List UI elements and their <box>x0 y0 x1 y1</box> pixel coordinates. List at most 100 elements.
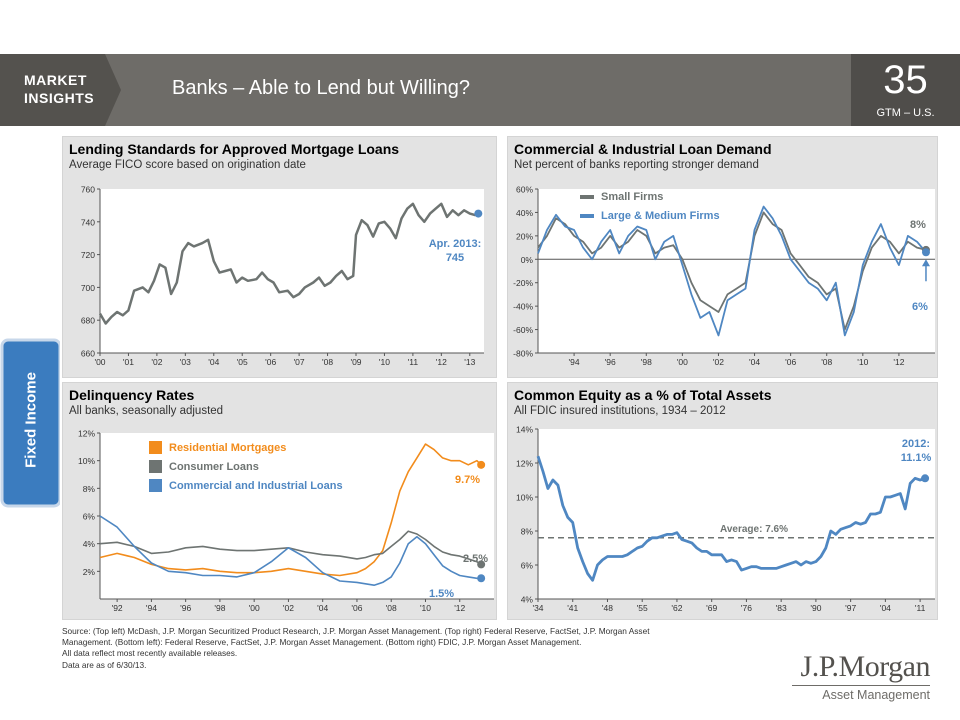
x-tick-label: '12 <box>454 603 465 613</box>
x-tick-label: '11 <box>915 603 926 613</box>
x-tick-label: '48 <box>602 603 613 613</box>
footnote-line: Management. (Bottom left): Federal Reser… <box>62 637 582 648</box>
annotation-small-firms: 8% <box>910 219 926 231</box>
annotation-large-firms: 6% <box>912 301 928 313</box>
logo-name: J.P.Morgan <box>800 650 931 683</box>
legend-item-residential: Residential Mortgages <box>149 438 343 457</box>
chart-title: Lending Standards for Approved Mortgage … <box>69 141 400 157</box>
x-tick-label: '08 <box>386 603 397 613</box>
y-tick-label: 40% <box>516 208 533 218</box>
x-tick-label: '41 <box>567 603 578 613</box>
series-line-2 <box>99 530 482 566</box>
x-tick-label: '96 <box>180 603 191 613</box>
brand-block <box>0 54 121 126</box>
legend-item-consumer: Consumer Loans <box>149 457 343 476</box>
x-tick-label: '10 <box>379 357 390 367</box>
y-tick-label: 760 <box>81 185 95 195</box>
logo-rule <box>792 685 930 686</box>
y-tick-label: 6% <box>521 561 534 571</box>
x-tick-label: '96 <box>605 357 616 367</box>
brand-line-2: INSIGHTS <box>24 90 95 106</box>
x-tick-label: '07 <box>294 357 305 367</box>
legend-label: Large & Medium Firms <box>601 209 720 222</box>
x-tick-label: '13 <box>464 357 475 367</box>
end-point-3 <box>477 574 486 583</box>
panel-ci-loan-demand: Commercial & Industrial Loan Demand Net … <box>507 136 938 378</box>
legend-label: Commercial and Industrial Loans <box>169 479 343 492</box>
x-tick-label: '06 <box>265 357 276 367</box>
y-tick-label: 20% <box>516 231 533 241</box>
x-tick-label: '92 <box>112 603 123 613</box>
side-tab-label: Fixed Income <box>22 372 40 468</box>
x-tick-label: '11 <box>408 357 419 367</box>
annotation-consumer: 2.5% <box>463 553 489 565</box>
x-tick-label: '97 <box>845 603 856 613</box>
plot-area <box>538 429 935 599</box>
page-number: 35 <box>883 58 928 102</box>
x-tick-label: '01 <box>123 357 134 367</box>
panel-common-equity: Common Equity as a % of Total Assets All… <box>507 382 938 620</box>
y-tick-label: 10% <box>516 493 533 503</box>
annotation-ci: 1.5% <box>429 588 455 600</box>
x-tick-label: '00 <box>94 357 105 367</box>
x-tick-label: '03 <box>180 357 191 367</box>
x-tick-label: '04 <box>880 603 891 613</box>
x-tick-label: '34 <box>532 603 543 613</box>
y-tick-label: 8% <box>83 484 96 494</box>
y-tick-label: 660 <box>81 349 95 359</box>
annotation-apr-2013: Apr. 2013: 745 <box>425 237 485 265</box>
y-tick-label: 740 <box>81 217 95 227</box>
header-bar: MARKET INSIGHTS Banks – Able to Lend but… <box>0 54 960 126</box>
x-tick-label: '04 <box>749 357 760 367</box>
y-tick-label: 14% <box>516 425 533 435</box>
y-tick-label: 10% <box>78 456 95 466</box>
series-line-1 <box>98 202 476 325</box>
chart-title: Common Equity as a % of Total Assets <box>514 387 772 403</box>
y-tick-label: -40% <box>513 302 533 312</box>
legend-label: Small Firms <box>601 190 664 203</box>
x-tick-label: '02 <box>151 357 162 367</box>
chart-subtitle: All banks, seasonally adjusted <box>69 405 224 417</box>
series-line-1 <box>536 455 926 582</box>
legend-swatch <box>149 460 162 473</box>
end-point-1 <box>921 474 930 483</box>
x-tick-label: '10 <box>857 357 868 367</box>
page-subtitle: GTM – U.S. <box>876 107 935 119</box>
legend-swatch <box>580 194 594 199</box>
page-title: Banks – Able to Lend but Willing? <box>172 77 470 99</box>
x-tick-label: '04 <box>317 603 328 613</box>
y-tick-label: 2% <box>83 567 96 577</box>
x-tick-label: '09 <box>350 357 361 367</box>
x-tick-label: '06 <box>351 603 362 613</box>
x-tick-label: '02 <box>713 357 724 367</box>
x-tick-label: '08 <box>322 357 333 367</box>
x-tick-label: '90 <box>810 603 821 613</box>
chart-equity: 4% 6% 8% 10% 12% 14% '34 '41 '48 '55 '62 '69 '76 '83 '… <box>516 425 935 613</box>
x-tick-label: '10 <box>420 603 431 613</box>
x-tick-label: '12 <box>893 357 904 367</box>
annotation-arrow-head <box>921 259 930 267</box>
y-tick-label: 60% <box>516 185 533 195</box>
annotation-line-1: Apr. 2013: <box>428 238 482 250</box>
x-tick-label: '12 <box>436 357 447 367</box>
average-label: Average: 7.6% <box>720 524 788 535</box>
x-tick-label: '69 <box>706 603 717 613</box>
x-tick-label: '00 <box>249 603 260 613</box>
x-tick-label: '06 <box>785 357 796 367</box>
plot-area <box>538 189 935 353</box>
chart-delinquency: 2% 4% 6% 8% 10% 12% '92 '94 '96 '98 '00 '02 '04 '06 '0… <box>78 429 494 613</box>
x-tick-label: '83 <box>776 603 787 613</box>
end-point-2 <box>477 560 486 569</box>
chart-title: Delinquency Rates <box>69 387 195 403</box>
x-tick-label: '94 <box>569 357 580 367</box>
jpmorgan-logo: J.P.Morgan Asset Management <box>782 650 952 710</box>
y-tick-label: -60% <box>513 325 533 335</box>
series-line-2 <box>537 205 927 337</box>
x-tick-label: '76 <box>741 603 752 613</box>
y-tick-label: 4% <box>83 539 96 549</box>
x-tick-label: '04 <box>208 357 219 367</box>
legend-swatch <box>149 479 162 492</box>
footnote-line: Data are as of 6/30/13. <box>62 659 147 670</box>
x-tick-label: '98 <box>214 603 225 613</box>
annotation-line-2: 745 <box>445 252 465 264</box>
